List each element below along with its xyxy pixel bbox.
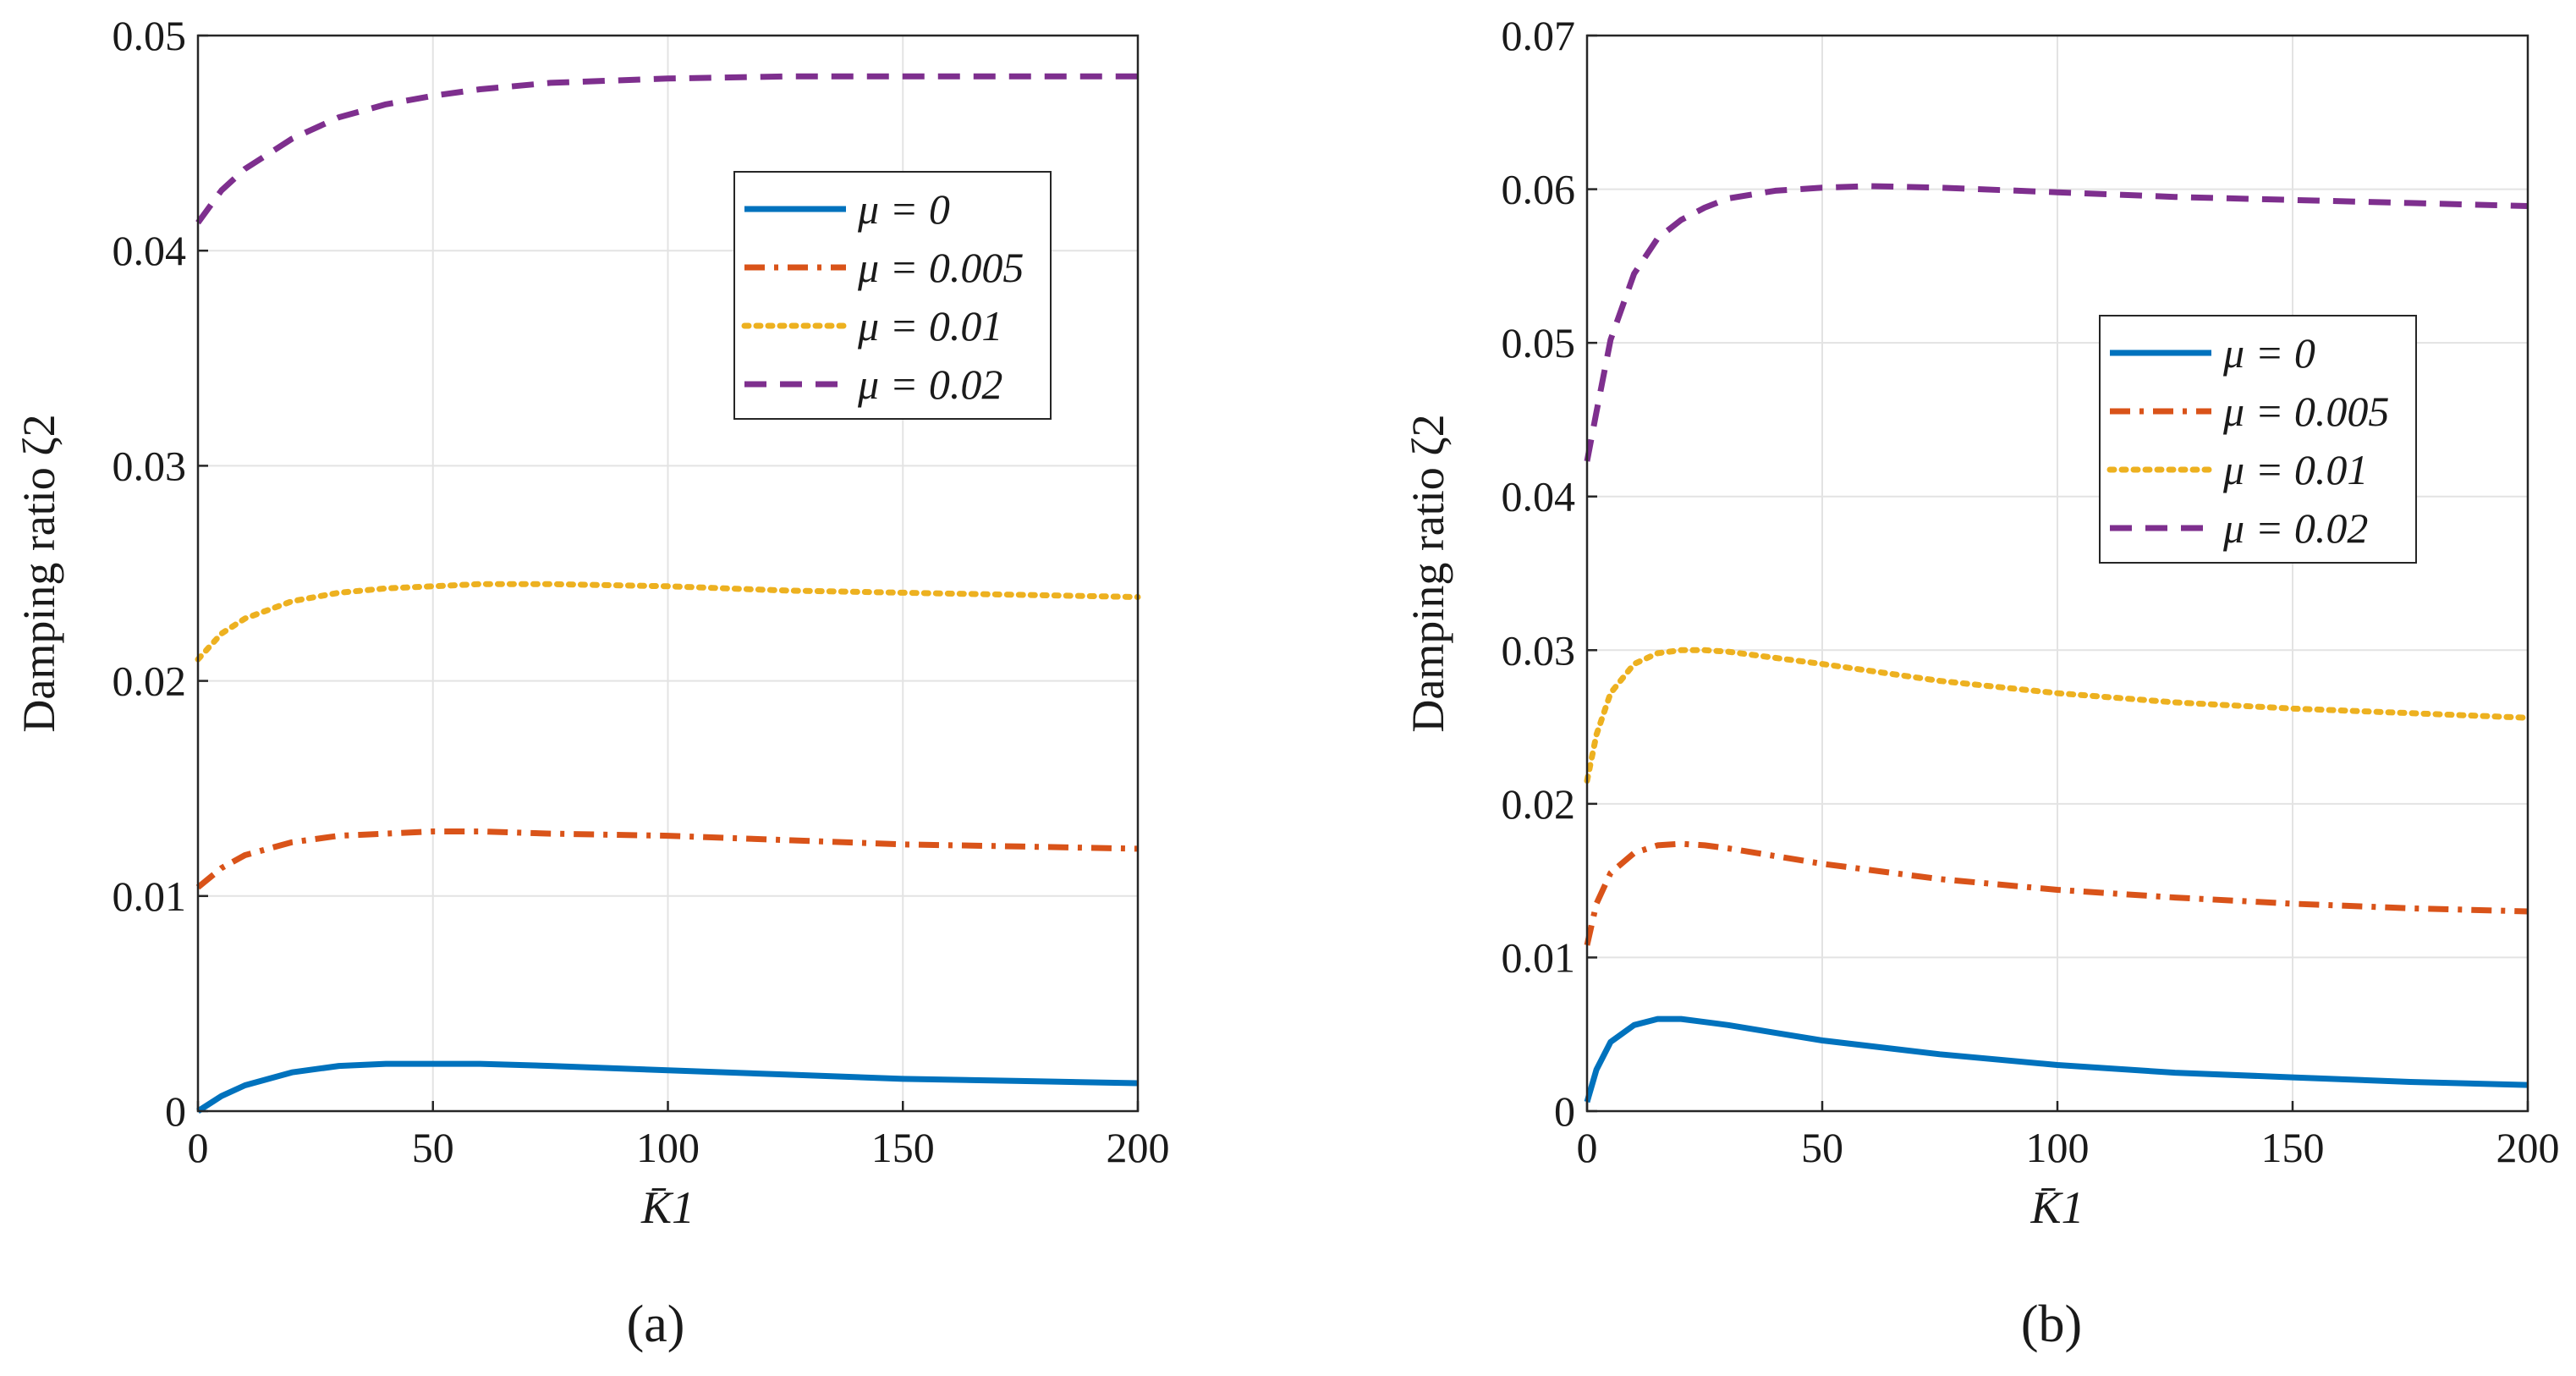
y-tick-label: 0.06	[1502, 166, 1576, 213]
y-tick-label: 0.07	[1502, 12, 1576, 59]
series-line-1	[1584, 840, 2529, 946]
x-tick-label: 100	[2026, 1124, 2090, 1171]
series-line-0	[196, 1060, 1139, 1114]
y-tick-label: 0.05	[113, 12, 187, 59]
series-line-2	[1584, 647, 2531, 784]
legend-label-3: μ = 0.02	[857, 361, 1002, 408]
x-tick-label: 150	[871, 1124, 935, 1171]
legend-label-3: μ = 0.02	[2222, 504, 2368, 552]
y-tick-label: 0	[1554, 1087, 1575, 1135]
series-line-3	[195, 73, 1138, 225]
series-line-1	[195, 828, 1139, 890]
y-tick-label: 0.03	[113, 442, 187, 489]
panel-label: (a)	[627, 1296, 685, 1353]
x-tick-label: 50	[1801, 1124, 1843, 1171]
panel-a: 0 50 100 150 200 0 0.01 0.02 0.03 0.04 0.05 K̄1 Damp…	[14, 12, 1170, 1353]
y-tick-label: 0.03	[1502, 626, 1576, 674]
y-tick-label: 0.05	[1502, 319, 1576, 366]
y-tick-label: 0.04	[113, 227, 187, 274]
series-line-0	[1584, 1015, 2529, 1104]
x-tick-label: 50	[412, 1124, 454, 1171]
x-axis-label: K̄1	[2029, 1182, 2084, 1233]
legend-label-1: μ = 0.005	[857, 244, 1024, 291]
y-tick-label: 0.02	[1502, 780, 1576, 828]
y-tick-label: 0	[165, 1087, 186, 1135]
legend-box	[2099, 315, 2417, 564]
x-tick-label: 200	[1107, 1124, 1170, 1171]
x-tick-label: 150	[2261, 1124, 2325, 1171]
series-line-2	[195, 581, 1141, 663]
axes-box	[1585, 34, 2529, 1113]
legend: μ = 0 μ = 0.005 μ = 0.01 μ = 0.02	[733, 171, 1052, 420]
legend-label-1: μ = 0.005	[2222, 388, 2389, 435]
x-tick-label: 100	[636, 1124, 700, 1171]
panel-b: 0 50 100 150 200 0 0.01 0.02 0.03 0.04 0.05 0.06 0.0…	[1403, 12, 2560, 1353]
legend-label-2: μ = 0.01	[2222, 446, 2368, 493]
legend-label-2: μ = 0.01	[857, 302, 1002, 350]
series-group	[1584, 183, 2531, 1104]
y-axis-label: Damping ratio ζ2	[14, 414, 64, 732]
series-group	[195, 73, 1141, 1114]
panel-label: (b)	[2021, 1296, 2082, 1353]
x-tick-label: 0	[188, 1124, 209, 1171]
x-tick-label: 200	[2496, 1124, 2560, 1171]
y-tick-label: 0.04	[1502, 473, 1576, 520]
y-tick-label: 0.01	[1502, 933, 1576, 981]
y-tick-label: 0.01	[113, 872, 187, 920]
legend-label-0: μ = 0	[2222, 329, 2315, 377]
x-tick-label: 0	[1577, 1124, 1598, 1171]
legend-label-0: μ = 0	[857, 185, 950, 233]
y-tick-label: 0.02	[113, 658, 187, 705]
legend: μ = 0 μ = 0.005 μ = 0.01 μ = 0.02	[2099, 315, 2417, 564]
x-axis-label: K̄1	[640, 1182, 695, 1233]
axes-box	[196, 34, 1140, 1113]
series-line-3	[1584, 183, 2529, 462]
legend-box	[733, 171, 1052, 420]
y-axis-label: Damping ratio ζ2	[1403, 414, 1453, 732]
